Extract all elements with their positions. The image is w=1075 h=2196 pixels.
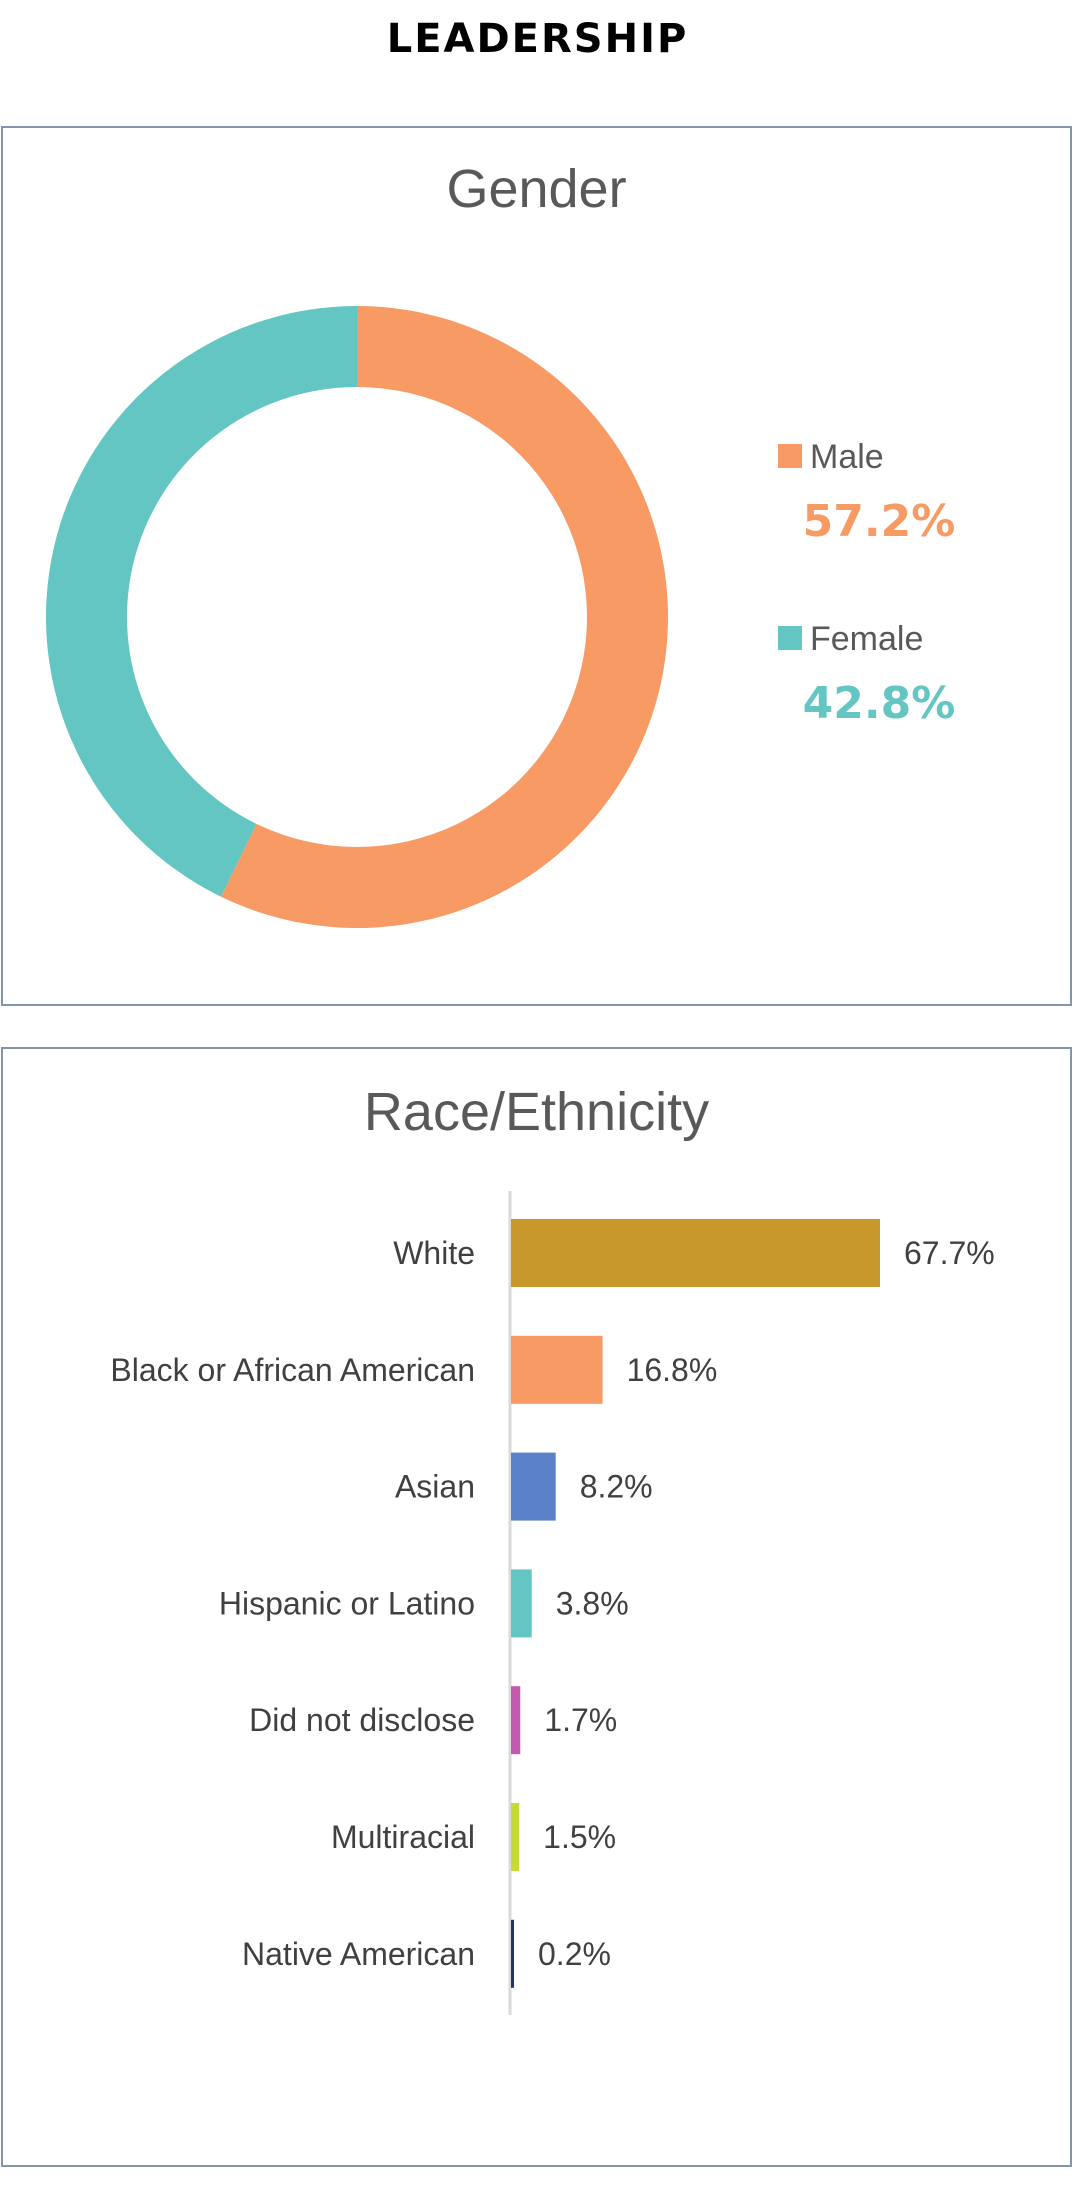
donut-slice-female: [46, 306, 358, 897]
bar-asian: [511, 1452, 556, 1521]
donut-slice-male: [221, 306, 669, 928]
bar-multiracial: [511, 1803, 520, 1871]
category-label-white: White: [393, 1235, 475, 1271]
value-label-did-not-disclose: 1.7%: [544, 1702, 617, 1738]
legend-value-male: 57.2%: [803, 496, 956, 547]
value-label-native-american: 0.2%: [538, 1936, 611, 1972]
legend-swatch-female: [778, 626, 802, 650]
value-label-white: 67.7%: [904, 1235, 995, 1271]
bar-did-not-disclose: [511, 1686, 521, 1755]
legend-label-female: Female: [810, 620, 923, 658]
bar-black-or-african-american: [511, 1335, 603, 1404]
value-label-multiracial: 1.5%: [543, 1819, 616, 1855]
category-label-multiracial: Multiracial: [331, 1819, 475, 1855]
bar-white: [511, 1219, 880, 1287]
legend-value-female: 42.8%: [803, 678, 956, 729]
race-ethnicity-bar-chart: White 67.7% Black or African American 16.8%…: [110, 1191, 995, 2015]
bar-hispanic-or-latino: [511, 1569, 532, 1638]
legend-label-male: Male: [810, 438, 884, 476]
value-label-hispanic-or-latino: 3.8%: [556, 1585, 629, 1621]
gender-chart-panel: Gender Male 57.2% Female 42.8%: [1, 126, 1072, 1006]
category-label-native-american: Native American: [242, 1936, 475, 1972]
race-ethnicity-chart-panel: Race/Ethnicity White 67.7% Black or Africa…: [1, 1047, 1072, 2167]
category-label-asian: Asian: [395, 1469, 475, 1505]
value-label-asian: 8.2%: [580, 1469, 653, 1505]
page-heading: LEADERSHIP: [386, 16, 689, 62]
value-label-black-or-african-american: 16.8%: [627, 1352, 718, 1388]
category-label-did-not-disclose: Did not disclose: [249, 1702, 475, 1738]
race-ethnicity-chart-title: Race/Ethnicity: [363, 1082, 710, 1142]
category-label-black-or-african-american: Black or African American: [110, 1352, 475, 1388]
bar-native-american: [511, 1919, 514, 1988]
category-label-hispanic-or-latino: Hispanic or Latino: [219, 1585, 475, 1621]
gender-chart-title: Gender: [446, 159, 627, 219]
gender-donut-chart: Male 57.2% Female 42.8%: [46, 306, 956, 928]
legend-swatch-male: [778, 444, 802, 468]
